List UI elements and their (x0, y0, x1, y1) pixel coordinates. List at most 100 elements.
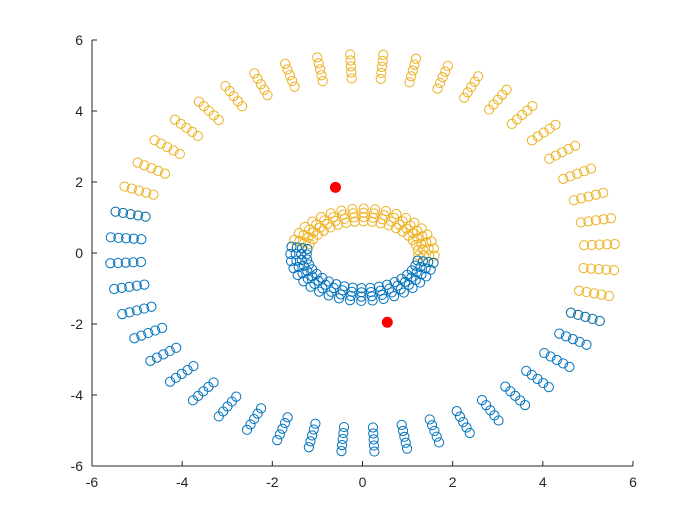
scatter-point (428, 243, 440, 254)
scatter-point (298, 260, 309, 271)
scatter-point (433, 437, 445, 448)
scatter-point (458, 416, 469, 428)
scatter-point (143, 327, 154, 339)
y-tick-label: 4 (75, 103, 83, 119)
scatter-point (285, 256, 297, 267)
scatter-point (424, 414, 435, 425)
scatter-point (208, 377, 219, 388)
x-tick-label: -4 (176, 474, 189, 490)
x-tick-label: 4 (539, 474, 547, 490)
scatter-point (336, 439, 348, 451)
scatter-point (564, 361, 575, 372)
scatter-point (376, 61, 388, 73)
scatter-point (423, 243, 434, 255)
scatter-point (136, 234, 147, 245)
scatter-point (347, 203, 358, 215)
scatter-point (245, 419, 256, 430)
scatter-point (311, 219, 322, 230)
scatter-point (338, 427, 349, 439)
scatter-point (139, 160, 150, 171)
scatter-point (110, 206, 121, 217)
scatter-point (176, 368, 187, 379)
scatter-point (125, 209, 136, 220)
scatter-point (140, 211, 151, 222)
scatter-point (345, 61, 357, 72)
scatter-point (294, 236, 305, 247)
scatter-point (601, 264, 612, 275)
scatter-point (153, 165, 164, 176)
scatter-point (131, 305, 142, 316)
scatter-point (368, 208, 380, 219)
scatter-point (383, 220, 394, 231)
scatter-point (593, 264, 604, 275)
scatter-point (297, 268, 308, 279)
scatter-point (304, 238, 315, 250)
scatter-point (339, 281, 350, 292)
scatter-point (396, 419, 407, 431)
scatter-point (301, 249, 312, 260)
y-tick-label: 6 (75, 32, 83, 48)
scatter-point (375, 218, 386, 229)
scatter-point (377, 55, 388, 66)
scatter-point (139, 303, 150, 314)
scatter-point (128, 257, 139, 268)
scatter-point (469, 76, 480, 87)
scatter-point (358, 207, 369, 218)
scatter-point (598, 187, 609, 198)
scatter-point (287, 75, 298, 87)
scatter-point (560, 331, 572, 342)
scatter-point (567, 334, 578, 345)
scatter-point (426, 420, 438, 431)
scatter-point (409, 59, 420, 70)
scatter-point (581, 286, 592, 298)
scatter-point (397, 226, 408, 237)
scatter-point (378, 49, 389, 60)
scatter-point (162, 141, 173, 153)
scatter-point (141, 187, 152, 198)
scatter-point (473, 71, 484, 82)
scatter-point (550, 150, 561, 161)
scatter-point (146, 301, 157, 312)
scatter-point (116, 282, 127, 294)
scatter-point (325, 222, 336, 233)
scatter-point (323, 276, 334, 287)
scatter-point (128, 233, 139, 244)
scatter-point (368, 434, 379, 445)
scatter-point (366, 291, 377, 302)
scatter-point (558, 173, 569, 184)
scatter-point (406, 71, 417, 82)
scatter-point (231, 391, 242, 402)
scatter-point (551, 354, 562, 366)
y-tick-label: -4 (71, 387, 84, 403)
scatter-point (500, 381, 511, 392)
scatter-point (588, 288, 600, 299)
scatter-point (586, 263, 597, 274)
scatter-point (316, 70, 327, 81)
scatter-point (420, 263, 431, 274)
scatter-point (248, 413, 260, 425)
scatter-point (345, 49, 356, 60)
scatter-point (544, 153, 555, 164)
scatter-point (608, 265, 620, 276)
scatter-point (568, 195, 580, 206)
scatter-point (576, 193, 587, 204)
scatter-point (442, 60, 453, 72)
scatter-point (367, 422, 379, 433)
scatter-point (565, 307, 577, 318)
scatter-point (545, 351, 556, 362)
scatter-point (282, 412, 293, 423)
scatter-point (410, 260, 421, 271)
scatter-point (255, 79, 267, 90)
scatter-point (464, 427, 475, 439)
scatter-point (262, 90, 273, 101)
scatter-point (425, 264, 436, 275)
scatter-point (148, 189, 159, 200)
scatter-point (405, 220, 416, 231)
scatter-point (313, 58, 324, 69)
scatter-point (317, 272, 328, 284)
scatter-point (573, 309, 584, 320)
scatter-point (182, 364, 193, 376)
scatter-point (603, 290, 615, 302)
scatter-point (521, 365, 532, 376)
